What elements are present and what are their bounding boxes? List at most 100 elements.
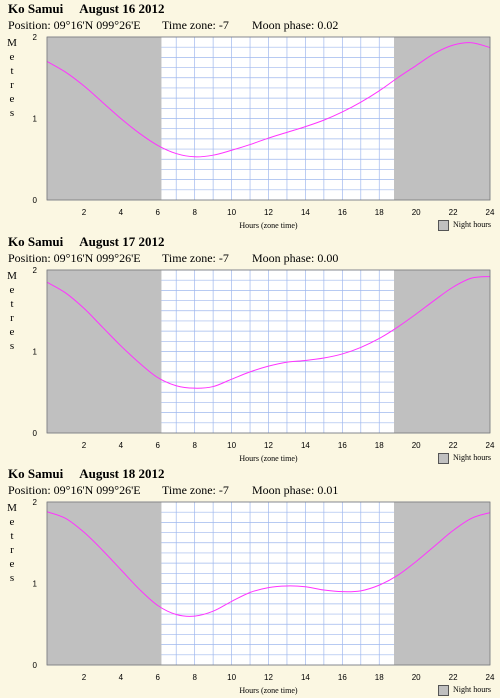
plot-frame	[46, 36, 491, 201]
x-tick-label: 20	[412, 208, 421, 217]
x-tick-label: 8	[192, 441, 197, 450]
y-tick-label: 1	[33, 115, 38, 124]
x-tick-label: 18	[375, 673, 384, 682]
chart-subheader: Position: 09°16'N 099°26'E Time zone: -7 M…	[8, 483, 338, 498]
night-hours-region	[47, 270, 162, 433]
chart-header: Ko Samui August 18 2012	[8, 466, 165, 482]
y-axis-label-letter: e	[9, 93, 15, 105]
y-axis-label-letter: r	[10, 544, 14, 556]
x-tick-label: 24	[486, 441, 495, 450]
y-tick-label: 1	[33, 580, 38, 589]
moon-phase-label: Moon phase: 0.01	[252, 483, 339, 497]
x-axis-label: Hours (zone time)	[239, 454, 298, 463]
night-hours-legend-label: Night hours	[453, 220, 491, 229]
y-tick-label: 1	[33, 348, 38, 357]
y-axis-label-letter: s	[9, 107, 15, 119]
x-tick-label: 24	[486, 208, 495, 217]
x-tick-label: 18	[375, 441, 384, 450]
y-axis-label-letter: s	[9, 572, 15, 584]
y-tick-label: 2	[33, 498, 38, 507]
y-tick-label: 0	[33, 661, 38, 670]
x-tick-label: 22	[449, 208, 458, 217]
x-tick-label: 12	[264, 208, 273, 217]
night-hours-region	[394, 37, 490, 200]
chart-subheader: Position: 09°16'N 099°26'E Time zone: -7 M…	[8, 251, 338, 266]
x-tick-label: 22	[449, 441, 458, 450]
x-tick-label: 16	[338, 441, 347, 450]
timezone-label: Time zone: -7	[162, 18, 229, 32]
y-axis-label-letter: M	[7, 502, 17, 514]
y-axis-label-letter: e	[9, 51, 15, 63]
x-tick-label: 10	[227, 208, 236, 217]
x-tick-label: 16	[338, 673, 347, 682]
tide-chart-panel: Ko Samui August 16 2012 Position: 09°16'N …	[0, 0, 500, 232]
tide-chart-panel: Ko Samui August 17 2012 Position: 09°16'N …	[0, 233, 500, 465]
location-name: Ko Samui	[8, 234, 64, 249]
position-label: Position: 09°16'N 099°26'E	[8, 251, 141, 265]
y-axis-label-letter: e	[9, 326, 15, 338]
chart-subheader: Position: 09°16'N 099°26'E Time zone: -7 M…	[8, 18, 338, 33]
x-tick-label: 4	[119, 208, 124, 217]
tide-chart-panel: Ko Samui August 18 2012 Position: 09°16'N …	[0, 465, 500, 697]
x-tick-label: 12	[264, 673, 273, 682]
night-hours-legend-label: Night hours	[453, 685, 491, 694]
y-axis-label-letter: e	[9, 516, 15, 528]
night-hours-legend-swatch	[438, 453, 449, 464]
y-axis-label-letter: M	[7, 37, 17, 49]
timezone-label: Time zone: -7	[162, 483, 229, 497]
x-tick-label: 2	[82, 673, 87, 682]
moon-phase-label: Moon phase: 0.00	[252, 251, 339, 265]
y-axis-label-letter: r	[10, 312, 14, 324]
night-hours-region	[47, 502, 162, 665]
y-axis-label-letter: r	[10, 79, 14, 91]
x-tick-label: 8	[192, 673, 197, 682]
x-tick-label: 14	[301, 441, 310, 450]
chart-header: Ko Samui August 17 2012	[8, 234, 165, 250]
x-tick-label: 14	[301, 208, 310, 217]
chart-date: August 16 2012	[79, 1, 165, 16]
night-hours-region	[394, 270, 490, 433]
tide-height-curve	[46, 511, 491, 617]
x-tick-label: 4	[119, 673, 124, 682]
chart-date: August 18 2012	[79, 466, 165, 481]
x-tick-label: 8	[192, 208, 197, 217]
x-tick-label: 24	[486, 673, 495, 682]
x-tick-label: 14	[301, 673, 310, 682]
y-axis-label-letter: t	[10, 65, 14, 77]
y-axis-label-letter: e	[9, 558, 15, 570]
night-hours-legend-swatch	[438, 220, 449, 231]
moon-phase-label: Moon phase: 0.02	[252, 18, 339, 32]
x-tick-label: 6	[156, 208, 161, 217]
x-tick-label: 4	[119, 441, 124, 450]
position-label: Position: 09°16'N 099°26'E	[8, 18, 141, 32]
night-hours-region	[394, 502, 490, 665]
night-hours-region	[47, 37, 162, 200]
y-axis-label-letter: e	[9, 284, 15, 296]
x-axis-label: Hours (zone time)	[239, 221, 298, 230]
y-tick-label: 0	[33, 429, 38, 438]
timezone-label: Time zone: -7	[162, 251, 229, 265]
chart-header: Ko Samui August 16 2012	[8, 1, 165, 17]
plot-frame	[46, 501, 491, 666]
y-tick-label: 2	[33, 33, 38, 42]
position-label: Position: 09°16'N 099°26'E	[8, 483, 141, 497]
x-tick-label: 20	[412, 673, 421, 682]
chart-date: August 17 2012	[79, 234, 165, 249]
tide-height-curve	[46, 42, 491, 158]
y-axis-label-letter: s	[9, 340, 15, 352]
x-tick-label: 16	[338, 208, 347, 217]
x-tick-label: 10	[227, 673, 236, 682]
y-axis-label-letter: t	[10, 298, 14, 310]
x-tick-label: 12	[264, 441, 273, 450]
x-tick-label: 6	[156, 673, 161, 682]
location-name: Ko Samui	[8, 1, 64, 16]
x-tick-label: 2	[82, 441, 87, 450]
location-name: Ko Samui	[8, 466, 64, 481]
y-tick-label: 2	[33, 266, 38, 275]
